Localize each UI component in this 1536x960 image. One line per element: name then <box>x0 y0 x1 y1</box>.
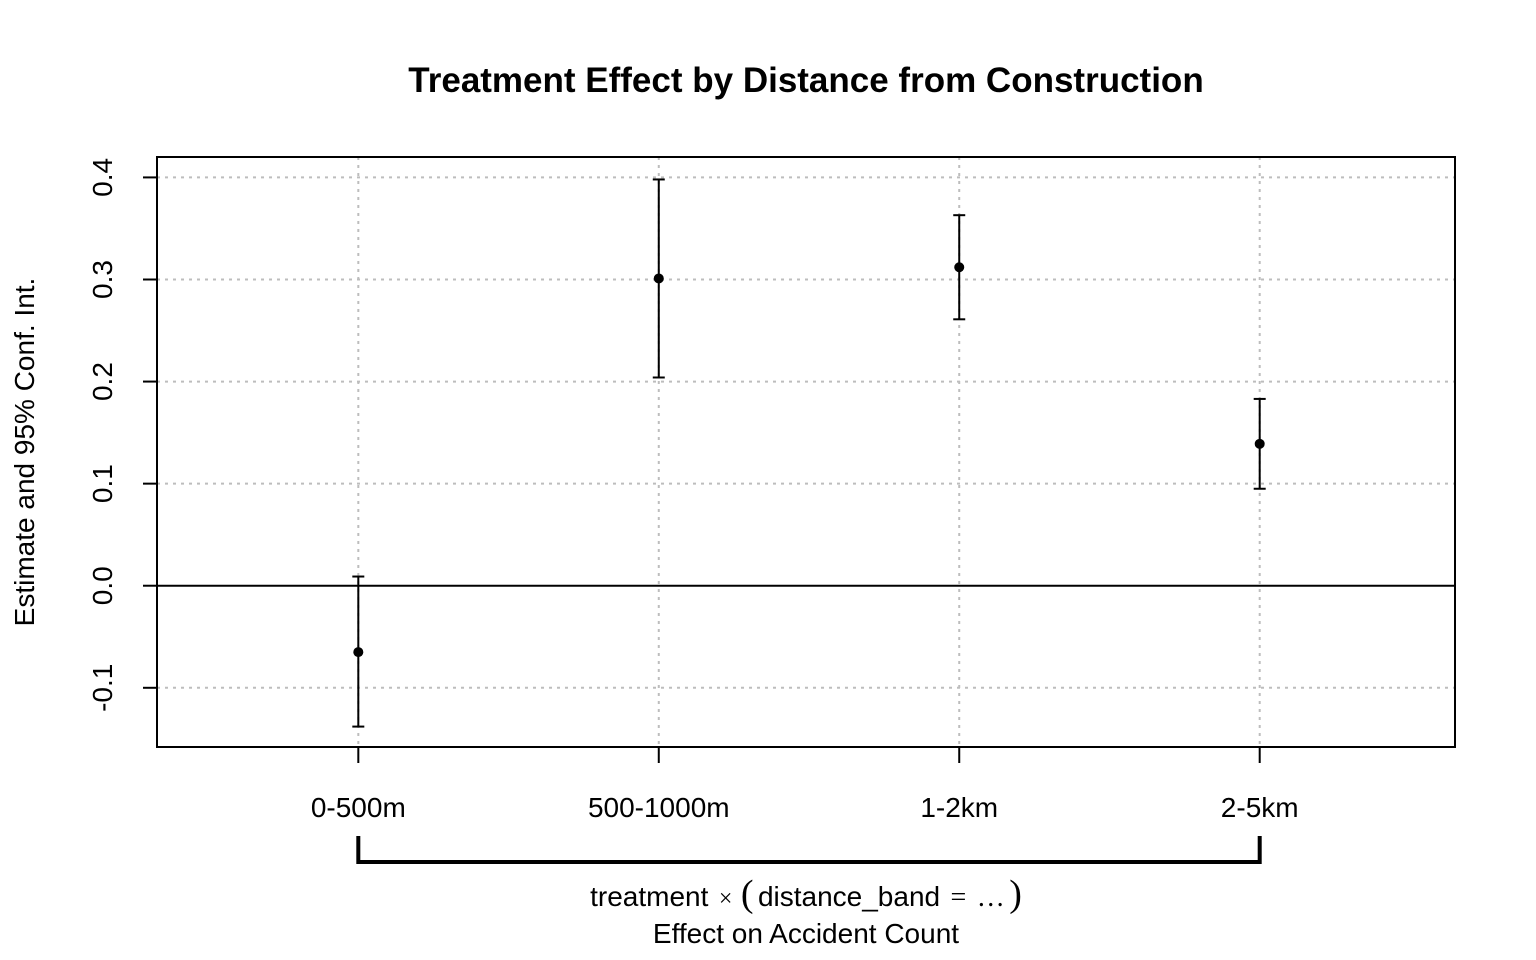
y-tick-label: 0.3 <box>87 260 118 299</box>
group-label-close-paren: ) <box>1009 873 1022 915</box>
chart-title: Treatment Effect by Distance from Constr… <box>408 61 1203 100</box>
estimate-point <box>653 273 664 284</box>
group-bracket <box>356 836 1262 864</box>
y-tick-label: -0.1 <box>87 664 118 712</box>
estimate-points <box>353 262 1265 658</box>
x-axis: 0-500m 500-1000m 1-2km 2-5km <box>311 747 1299 823</box>
y-tick-label: 0.0 <box>87 566 118 605</box>
group-label-inner: distance_band <box>758 881 940 912</box>
estimate-point <box>954 262 965 273</box>
estimate-point <box>1254 438 1265 449</box>
error-bars <box>352 178 1266 728</box>
x-tick-label: 1-2km <box>920 792 998 823</box>
x-tick-label: 500-1000m <box>588 792 730 823</box>
y-axis-label: Estimate and 95% Conf. Int. <box>9 278 40 627</box>
y-axis: -0.1 0.0 0.1 0.2 0.3 0.4 <box>87 158 157 712</box>
x-axis-label: Effect on Accident Count <box>653 918 959 949</box>
group-label-equals: = <box>951 882 967 913</box>
group-label-prefix: treatment <box>590 881 708 912</box>
group-label-ellipsis: … <box>977 882 1005 913</box>
group-label-times: × <box>719 886 733 912</box>
y-tick-label: 0.1 <box>87 464 118 503</box>
estimate-point <box>353 647 364 658</box>
x-tick-label: 2-5km <box>1221 792 1299 823</box>
plot-frame <box>156 156 1456 748</box>
group-label-open-paren: ( <box>741 873 754 915</box>
y-tick-label: 0.2 <box>87 362 118 401</box>
y-tick-label: 0.4 <box>87 158 118 197</box>
group-label: treatment × ( distance_band = … ) <box>590 873 1022 915</box>
x-tick-label: 0-500m <box>311 792 406 823</box>
